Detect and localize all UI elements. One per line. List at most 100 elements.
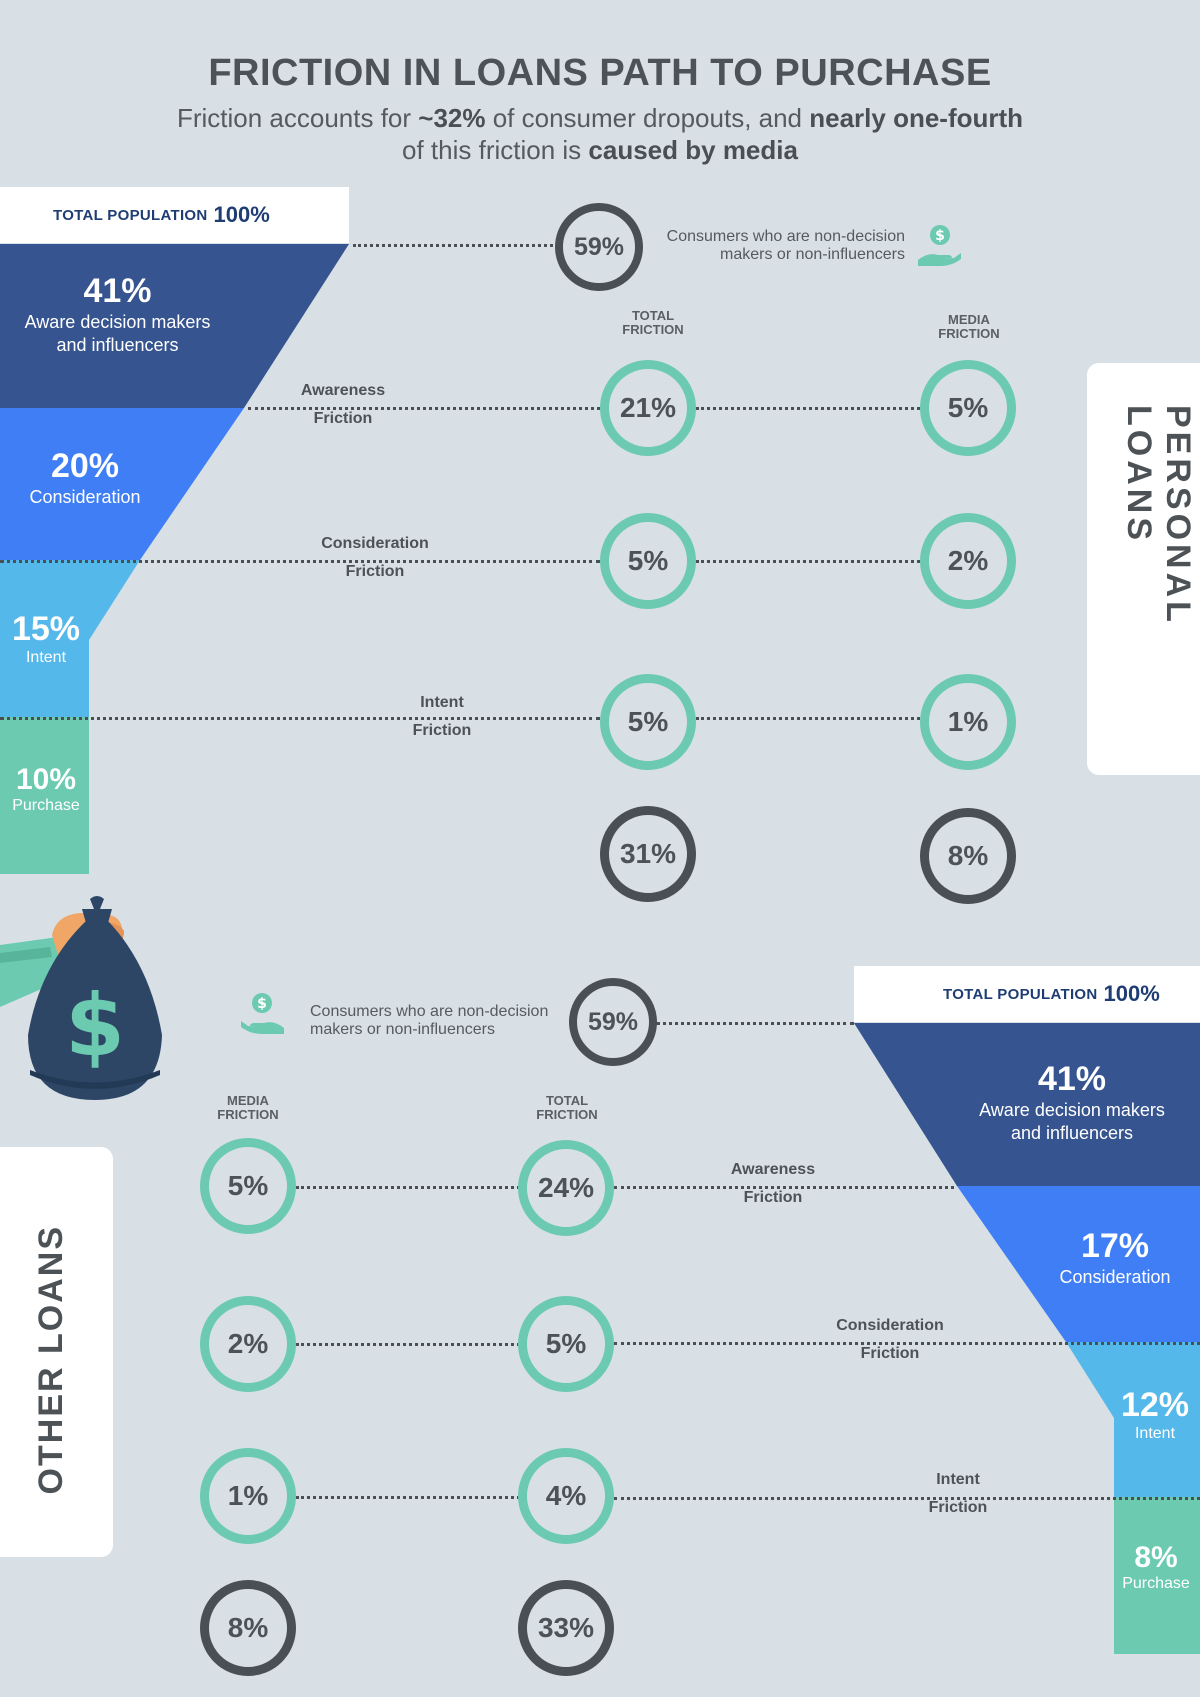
col-header-line: MEDIA: [227, 1093, 269, 1108]
non-decision-note: Consumers who are non-decision makers or…: [310, 1003, 575, 1039]
total-population-label: TOTAL POPULATION: [53, 206, 208, 224]
other-funnel-consideration: 17% Consideration: [1040, 1227, 1190, 1289]
connector-dots: [696, 407, 920, 410]
funnel-label: Consideration: [1059, 1267, 1171, 1287]
subtitle-text: of this friction is: [402, 135, 589, 165]
section-label: PERSONAL LOANS: [1120, 405, 1197, 626]
connector-dots: [248, 407, 600, 410]
connector-dots: [0, 560, 600, 563]
media-friction-ring: 1%: [920, 674, 1016, 770]
media-friction-sum-ring: 8%: [200, 1580, 296, 1676]
hand-with-dollar-coin-icon: $: [918, 225, 961, 266]
friction-label-line: Consideration: [321, 535, 429, 552]
funnel-label: Aware decision makers: [24, 312, 211, 332]
connector-dots: [614, 1342, 1200, 1345]
funnel-aware-segment: [854, 1023, 1200, 1186]
total-population-value: 100%: [1103, 981, 1160, 1006]
friction-label: Awareness Friction: [683, 1156, 863, 1212]
media-friction-ring: 2%: [200, 1296, 296, 1392]
non-decision-note: Consumers who are non-decision makers or…: [640, 228, 905, 264]
connector-dots: [656, 1022, 854, 1025]
svg-text:$: $: [65, 976, 125, 1076]
subtitle-highlight: nearly one-fourth: [809, 103, 1024, 133]
personal-funnel-consideration: 20% Consideration: [20, 447, 150, 509]
col-header-line: FRICTION: [938, 326, 1000, 341]
funnel-label: and influencers: [56, 335, 179, 355]
other-loans-panel: OTHER LOANS: [0, 1147, 113, 1557]
col-header-line: TOTAL: [631, 308, 675, 323]
other-funnel-purchase: 8% Purchase: [1112, 1541, 1200, 1593]
funnel-pct: 17%: [1080, 1227, 1150, 1265]
media-friction-ring: 1%: [200, 1448, 296, 1544]
page-subtitle: Friction accounts for ~32% of consumer d…: [0, 102, 1200, 166]
other-funnel-aware: 41% Aware decision makers and influencer…: [962, 1060, 1182, 1145]
funnel-pct: 20%: [50, 447, 120, 485]
col-header-media: MEDIA FRICTION: [188, 1094, 308, 1122]
note-line: makers or non-influencers: [720, 246, 905, 263]
col-header-line: FRICTION: [536, 1107, 598, 1122]
total-friction-ring: 5%: [600, 513, 696, 609]
non-decision-ring: 59%: [555, 203, 643, 291]
connector-dots: [353, 244, 553, 247]
funnel-pct: 41%: [1037, 1060, 1107, 1098]
friction-label: Consideration Friction: [800, 1312, 980, 1368]
connector-dots: [296, 1343, 520, 1346]
funnel-intent-segment: [1066, 1342, 1200, 1497]
friction-label-line: Friction: [412, 722, 472, 739]
subtitle-text: Friction accounts for: [176, 103, 419, 133]
friction-label-line: Awareness: [300, 382, 386, 399]
col-header-line: MEDIA: [948, 312, 990, 327]
media-friction-ring: 5%: [920, 360, 1016, 456]
personal-total-population: TOTAL POPULATION 100%: [0, 187, 349, 243]
funnel-label: and influencers: [1010, 1123, 1134, 1143]
connector-dots: [614, 1497, 1200, 1500]
funnel-pct: 8%: [1134, 1541, 1178, 1574]
hand-with-dollar-coin-icon: $: [241, 993, 284, 1034]
note-line: Consumers who are non-decision: [666, 228, 905, 245]
funnel-label: Purchase: [12, 797, 80, 814]
funnel-aware-segment: [0, 244, 349, 408]
friction-label-line: Intent: [936, 1471, 980, 1488]
friction-label-line: Friction: [860, 1345, 920, 1362]
friction-label-line: Intent: [420, 694, 464, 711]
personal-loans-panel: PERSONAL LOANS: [1087, 363, 1200, 775]
friction-label: Consideration Friction: [285, 530, 465, 586]
note-line: makers or non-influencers: [310, 1021, 495, 1038]
total-friction-ring: 5%: [600, 674, 696, 770]
personal-funnel-intent: 15% Intent: [0, 610, 92, 667]
funnel-pct: 10%: [15, 763, 77, 796]
total-friction-ring: 24%: [518, 1140, 614, 1236]
col-header-line: TOTAL: [545, 1093, 589, 1108]
total-friction-ring: 21%: [600, 360, 696, 456]
funnel-consideration-segment: [957, 1186, 1200, 1342]
other-total-population: TOTAL POPULATION 100%: [854, 966, 1200, 1022]
funnel-pct: 12%: [1120, 1386, 1190, 1424]
connector-dots: [296, 1496, 520, 1499]
money-bag-in-hand-icon: $: [0, 896, 162, 1100]
page-title: FRICTION IN LOANS PATH TO PURCHASE: [208, 52, 992, 94]
non-decision-ring: 59%: [569, 978, 657, 1066]
friction-label-line: Friction: [345, 563, 405, 580]
connector-dots: [696, 560, 920, 563]
friction-label: Awareness Friction: [253, 377, 433, 433]
total-friction-sum-ring: 33%: [518, 1580, 614, 1676]
funnel-label: Intent: [25, 649, 67, 666]
connector-dots: [614, 1186, 954, 1189]
connector-dots: [296, 1186, 520, 1189]
friction-label-line: Friction: [743, 1189, 803, 1206]
media-friction-sum-ring: 8%: [920, 808, 1016, 904]
funnel-intent-segment: [0, 560, 140, 717]
friction-label-line: Consideration: [836, 1317, 944, 1334]
personal-funnel-aware: 41% Aware decision makers and influencer…: [20, 272, 215, 357]
subtitle-highlight: ~32%: [418, 103, 486, 133]
friction-label-line: Friction: [313, 410, 373, 427]
friction-label: Intent Friction: [868, 1466, 1048, 1522]
funnel-purchase-segment: [1114, 1497, 1200, 1654]
total-friction-ring: 5%: [518, 1296, 614, 1392]
section-label: OTHER LOANS: [32, 1225, 70, 1495]
subtitle-text: of consumer dropouts, and: [485, 103, 810, 133]
total-friction-sum-ring: 31%: [600, 806, 696, 902]
media-friction-ring: 5%: [200, 1138, 296, 1234]
